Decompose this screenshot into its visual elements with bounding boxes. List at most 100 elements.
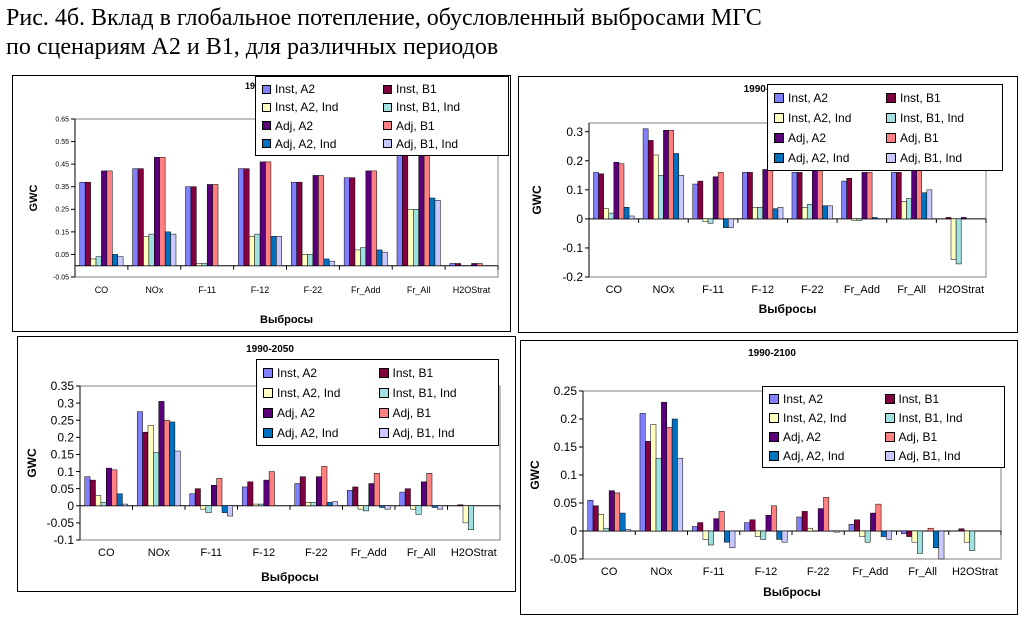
x-tick-label: H2OStrat [451, 547, 497, 559]
y-tick-label: -0.1 [562, 241, 583, 255]
legend-swatch [886, 133, 896, 143]
bar [950, 218, 957, 260]
legend-swatch [262, 121, 271, 131]
bar [960, 217, 967, 220]
bar [718, 511, 725, 532]
legend-item: Inst, B1 [886, 88, 998, 108]
bar [462, 505, 469, 524]
bar [846, 177, 853, 220]
legend-label: Inst, B1 [396, 82, 437, 97]
bar [241, 486, 248, 507]
legend-item: Inst, B1, Ind [886, 108, 998, 128]
bar [153, 452, 159, 507]
bar [111, 469, 118, 507]
legend-label: Inst, B1 [898, 392, 940, 407]
bar [608, 490, 615, 532]
legend-swatch [886, 113, 896, 123]
bar [927, 527, 934, 532]
legend-swatch [884, 450, 895, 461]
legend-swatch [383, 84, 392, 94]
legend-label: Adj, A2, Ind [788, 151, 850, 165]
bar [429, 197, 436, 266]
bar [84, 476, 91, 507]
bar [911, 530, 918, 543]
bar [270, 236, 277, 266]
bar [143, 236, 150, 266]
legend-label: Inst, B1 [900, 91, 941, 105]
bar [201, 263, 208, 266]
bar [312, 175, 319, 266]
bar [434, 200, 441, 266]
y-tick-label: -0.05 [47, 516, 75, 530]
bar [476, 263, 483, 266]
bar [848, 524, 855, 532]
bar [801, 511, 808, 532]
legend-item: Inst, A2 [262, 80, 383, 98]
bar [399, 491, 406, 507]
bar [147, 425, 154, 507]
bar [410, 505, 417, 510]
bar [777, 207, 784, 220]
x-tick-label: F-12 [751, 284, 774, 296]
legend-swatch [769, 450, 779, 461]
legend-swatch [769, 431, 779, 442]
bar [639, 413, 646, 532]
legend-swatch [378, 388, 389, 398]
bar [238, 168, 245, 266]
y-tick-label: 0.1 [560, 468, 577, 482]
bar [343, 177, 350, 266]
bar [170, 233, 177, 266]
bar [258, 503, 264, 507]
legend-swatch [774, 133, 784, 143]
bar [817, 508, 824, 532]
legend-swatch [884, 431, 895, 442]
bar [678, 175, 685, 220]
legend-item: Inst, B1 [884, 390, 1001, 409]
bar [801, 207, 808, 220]
bar [122, 503, 129, 507]
bar [321, 466, 328, 507]
legend-item: Inst, B1 [378, 363, 495, 383]
bar [352, 486, 359, 507]
bar [963, 530, 970, 543]
bar [807, 527, 814, 532]
bar [587, 499, 594, 532]
bar [945, 217, 952, 220]
bar [642, 128, 649, 220]
legend-item: Inst, A2, Ind [774, 108, 886, 128]
bar [291, 181, 297, 266]
bar [623, 207, 630, 220]
bar [296, 181, 303, 266]
legend-label: Inst, B1 [392, 366, 434, 380]
y-tick-label: 0.2 [57, 431, 74, 445]
bar [415, 505, 422, 515]
legend-item: Adj, A2 [774, 128, 886, 148]
x-tick-label: F-12 [252, 547, 275, 559]
bar [455, 263, 461, 266]
x-tick-label: F-22 [807, 566, 830, 578]
legend-label: Inst, B1, Ind [900, 111, 965, 125]
y-tick-label: -0.05 [550, 552, 578, 566]
bar [112, 254, 118, 266]
caption-line-2: по сценариям A2 и B1, для различных пери… [6, 34, 499, 60]
bar [169, 421, 176, 507]
chart-panel-1990-2020: -0.2 -0.1 0 0.1 0.2 0.3 CO NOx F-11 F-12 F-22 Fr_Ad… [518, 76, 1018, 333]
bar [305, 502, 312, 507]
bar [154, 157, 160, 266]
bar [691, 526, 698, 532]
x-tick-label: Fr_Add [852, 566, 888, 578]
bar [592, 505, 599, 532]
x-tick-label: F-22 [801, 284, 824, 296]
bar [90, 258, 97, 266]
x-tick-label: CO [606, 284, 623, 296]
legend-item: Inst, B1, Ind [884, 409, 1001, 428]
bar [137, 168, 144, 266]
legend-label: Adj, B1 [396, 118, 435, 133]
bar [413, 209, 419, 266]
legend-item: Adj, A2 [262, 117, 383, 135]
legend-label: Inst, B1, Ind [396, 100, 461, 115]
bar [407, 209, 414, 266]
bar [164, 231, 171, 266]
y-tick-label: 0 [67, 499, 74, 513]
legend-item: Adj, A2, Ind [263, 423, 379, 443]
